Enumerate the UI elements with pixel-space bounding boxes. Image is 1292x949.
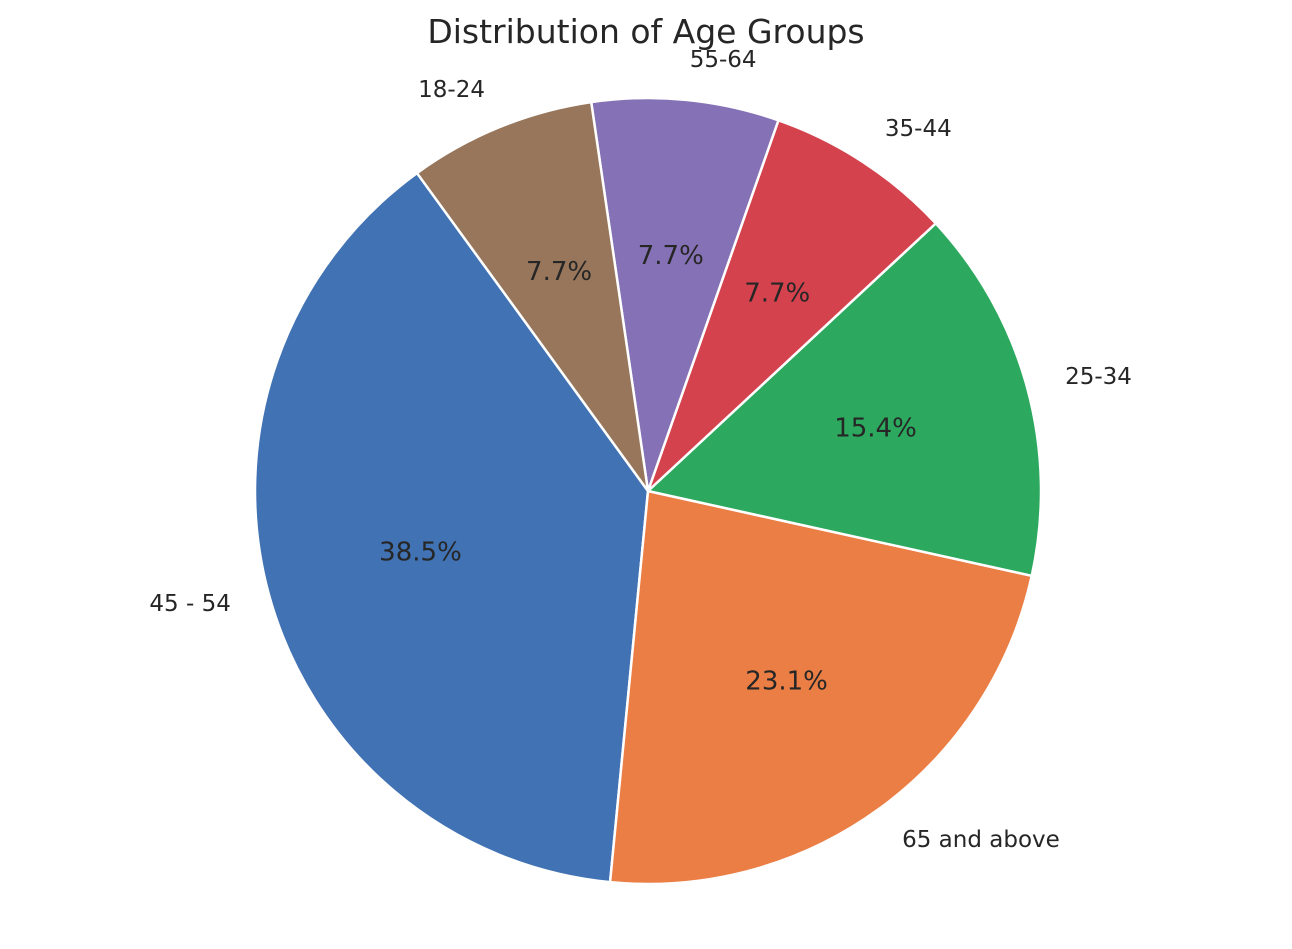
pie-slice-35-44 — [646, 119, 938, 493]
pie-slice-55-64 — [589, 96, 780, 493]
pie-slices — [253, 96, 1043, 886]
slice-percent-18-24: 7.7% — [526, 257, 592, 287]
slice-percent-65-and-above: 23.1% — [745, 666, 828, 696]
pie-labels: 45 - 54 38.5% 65 and above 23.1% 25-34 15.4% 3… — [149, 47, 1132, 853]
pie-slice-65-and-above — [608, 489, 1033, 886]
pie-slice-18-24 — [415, 100, 650, 493]
slice-label-18-24: 18-24 — [418, 77, 485, 103]
pie-slice-25-34 — [646, 222, 1043, 578]
slice-percent-55-64: 7.7% — [638, 241, 704, 271]
slice-label-65-and-above: 65 and above — [902, 827, 1060, 853]
slice-label-25-34: 25-34 — [1065, 364, 1132, 390]
chart-title: Distribution of Age Groups — [427, 12, 864, 51]
slice-label-55-64: 55-64 — [690, 47, 757, 73]
pie-slice-45-54 — [253, 171, 650, 884]
slice-label-45-54: 45 - 54 — [149, 591, 230, 617]
slice-percent-25-34: 15.4% — [834, 414, 917, 444]
slice-percent-35-44: 7.7% — [744, 278, 810, 308]
slice-label-35-44: 35-44 — [885, 116, 952, 142]
slice-percent-45-54: 38.5% — [379, 537, 462, 567]
